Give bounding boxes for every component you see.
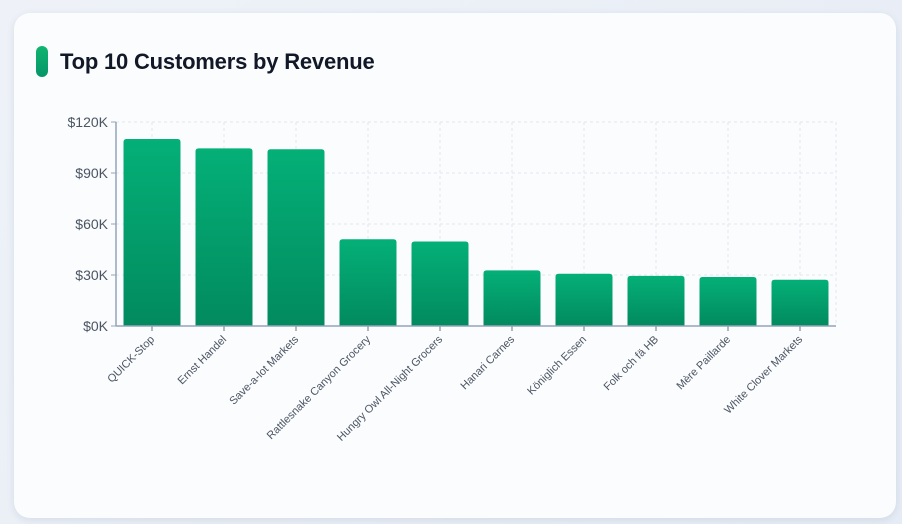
bar (267, 149, 325, 326)
bar (627, 275, 685, 326)
bar (555, 273, 613, 326)
y-tick-label: $90K (75, 165, 108, 181)
y-tick-label: $60K (75, 216, 108, 232)
y-tick-label: $30K (75, 267, 108, 283)
bar (771, 279, 829, 326)
y-tick-label: $0K (83, 318, 109, 334)
y-tick-label: $120K (68, 114, 109, 130)
x-tick-label: Hanari Carnes (458, 333, 517, 392)
x-tick-label: QUICK-Stop (105, 334, 157, 386)
x-tick-label: Mère Paillarde (674, 334, 733, 393)
bar (339, 239, 397, 326)
bar (195, 148, 253, 326)
x-tick-label: Folk och fä HB (602, 334, 661, 393)
bar (123, 139, 181, 326)
title-accent-bar (36, 46, 48, 77)
x-tick-label: White Clover Markets (722, 333, 805, 416)
x-tick-label: Save-a-lot Markets (227, 333, 301, 407)
x-tick-label: Königlich Essen (525, 334, 589, 398)
bar (411, 241, 469, 326)
chart-title: Top 10 Customers by Revenue (60, 49, 375, 74)
x-tick-label: Ernst Handel (176, 334, 229, 387)
bar (483, 270, 541, 326)
bar (699, 277, 757, 326)
